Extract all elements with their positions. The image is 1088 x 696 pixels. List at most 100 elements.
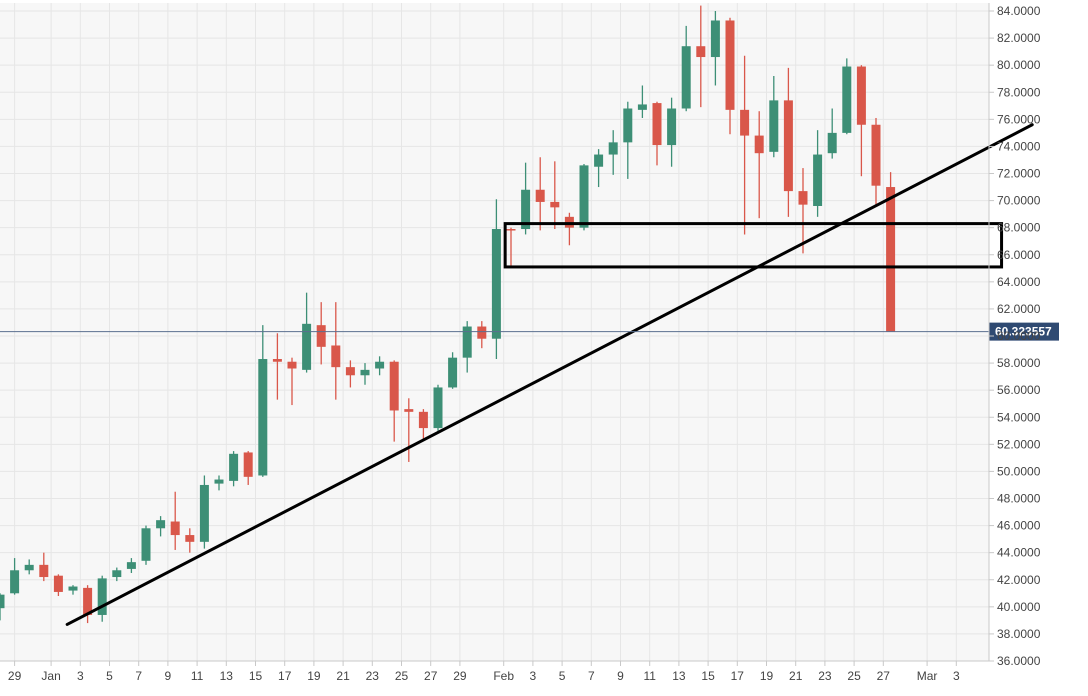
candle-body: [740, 109, 750, 136]
candle-body: [886, 187, 896, 332]
x-tick-label: 27: [877, 669, 891, 683]
candle-body: [798, 191, 808, 205]
candle-body: [579, 165, 589, 228]
x-tick-label: 11: [643, 669, 656, 683]
y-tick-label: 36.0000: [997, 654, 1041, 668]
y-tick-label: 78.0000: [997, 85, 1041, 99]
candle-body: [594, 154, 604, 167]
candle-body: [156, 520, 166, 529]
y-tick-label: 40.0000: [997, 600, 1041, 614]
trendline: [65, 123, 1034, 626]
candle-body: [24, 564, 34, 571]
candle-body: [652, 103, 662, 146]
candle-body: [535, 189, 545, 202]
x-tick-label: Mar: [917, 669, 938, 683]
y-tick-label: 38.0000: [997, 627, 1041, 641]
candle-body: [813, 154, 823, 206]
x-tick-label: 5: [106, 669, 113, 683]
y-tick-label: 54.0000: [997, 410, 1041, 424]
x-tick-label: 21: [336, 669, 350, 683]
y-tick-label: 80.0000: [997, 58, 1041, 72]
x-tick-label: 9: [617, 669, 624, 683]
x-tick-label: 3: [953, 669, 960, 683]
candle-body: [287, 361, 297, 369]
x-tick-label: 3: [530, 669, 537, 683]
candle-body: [185, 535, 195, 542]
y-tick-label: 50.0000: [997, 464, 1041, 478]
x-tick-label: 15: [249, 669, 263, 683]
y-tick-label: 64.0000: [997, 275, 1041, 289]
candle-body: [53, 575, 63, 592]
candle-body: [521, 189, 531, 230]
candle-body: [491, 229, 501, 339]
candle-body: [258, 359, 268, 476]
x-tick-label: Jan: [41, 669, 60, 683]
y-tick-label: 56.0000: [997, 383, 1041, 397]
y-tick-label: 44.0000: [997, 546, 1041, 560]
candle-body: [302, 323, 312, 370]
price-tag: [989, 322, 1059, 341]
candle-body: [316, 325, 326, 347]
y-tick-label: 76.0000: [997, 112, 1041, 126]
x-tick-label: 17: [731, 669, 745, 683]
candle-body: [112, 570, 122, 578]
candle-body: [360, 369, 370, 376]
x-tick-label: 7: [588, 669, 595, 683]
candle-body: [229, 453, 239, 481]
candle-body: [389, 361, 399, 411]
x-tick-label: 23: [818, 669, 832, 683]
x-tick-label: 11: [191, 669, 204, 683]
candle-body: [462, 326, 472, 358]
candle-body: [783, 100, 793, 192]
y-tick-label: 62.0000: [997, 302, 1041, 316]
x-tick-label: 23: [366, 669, 380, 683]
axes: 84.0000 82.0000 80.0000 78.0000 76.0000 74.00…: [0, 3, 1041, 683]
candle-body: [623, 108, 633, 143]
candle-body: [827, 132, 837, 154]
y-tick-label: 42.0000: [997, 573, 1041, 587]
zone-box: [503, 222, 1004, 269]
candle-body: [331, 345, 341, 368]
candle-body: [550, 201, 560, 208]
candle-body: [375, 361, 385, 369]
candle-body: [272, 359, 282, 362]
current-price-line: 60.323557: [0, 322, 1059, 341]
annotations: [65, 123, 1034, 626]
candle-body: [637, 104, 647, 110]
y-tick-label: 66.0000: [997, 248, 1041, 262]
candle-body: [214, 479, 224, 484]
y-tick-label: 46.0000: [997, 519, 1041, 533]
x-tick-label: 17: [278, 669, 292, 683]
price-tag-label: 60.323557: [995, 325, 1052, 339]
x-tick-label: 13: [220, 669, 234, 683]
candle-body: [39, 564, 49, 578]
x-tick-label: 27: [424, 669, 438, 683]
candle-body: [448, 357, 458, 388]
candle-body: [433, 387, 443, 429]
candle-body: [141, 528, 151, 561]
candle-body: [68, 586, 78, 591]
x-tick-label: 19: [760, 669, 774, 683]
candle-body: [477, 326, 487, 339]
x-tick-label: 7: [135, 669, 142, 683]
y-tick-label: 48.0000: [997, 492, 1041, 506]
candle-body: [83, 587, 93, 615]
candle-body: [418, 411, 428, 429]
candle-body: [0, 594, 5, 609]
candle-body: [243, 452, 253, 477]
x-tick-label: 15: [701, 669, 715, 683]
candle-body: [856, 66, 866, 125]
x-tick-label: 13: [672, 669, 686, 683]
candle-body: [608, 142, 618, 155]
candle-body: [345, 367, 355, 376]
candles: [0, 5, 896, 624]
candle-body: [126, 562, 136, 569]
y-tick-label: 70.0000: [997, 194, 1041, 208]
candle-body: [725, 20, 735, 110]
candle-body: [842, 66, 852, 133]
candle-body: [754, 135, 764, 154]
x-tick-label: 5: [559, 669, 566, 683]
x-tick-label: 25: [847, 669, 861, 683]
